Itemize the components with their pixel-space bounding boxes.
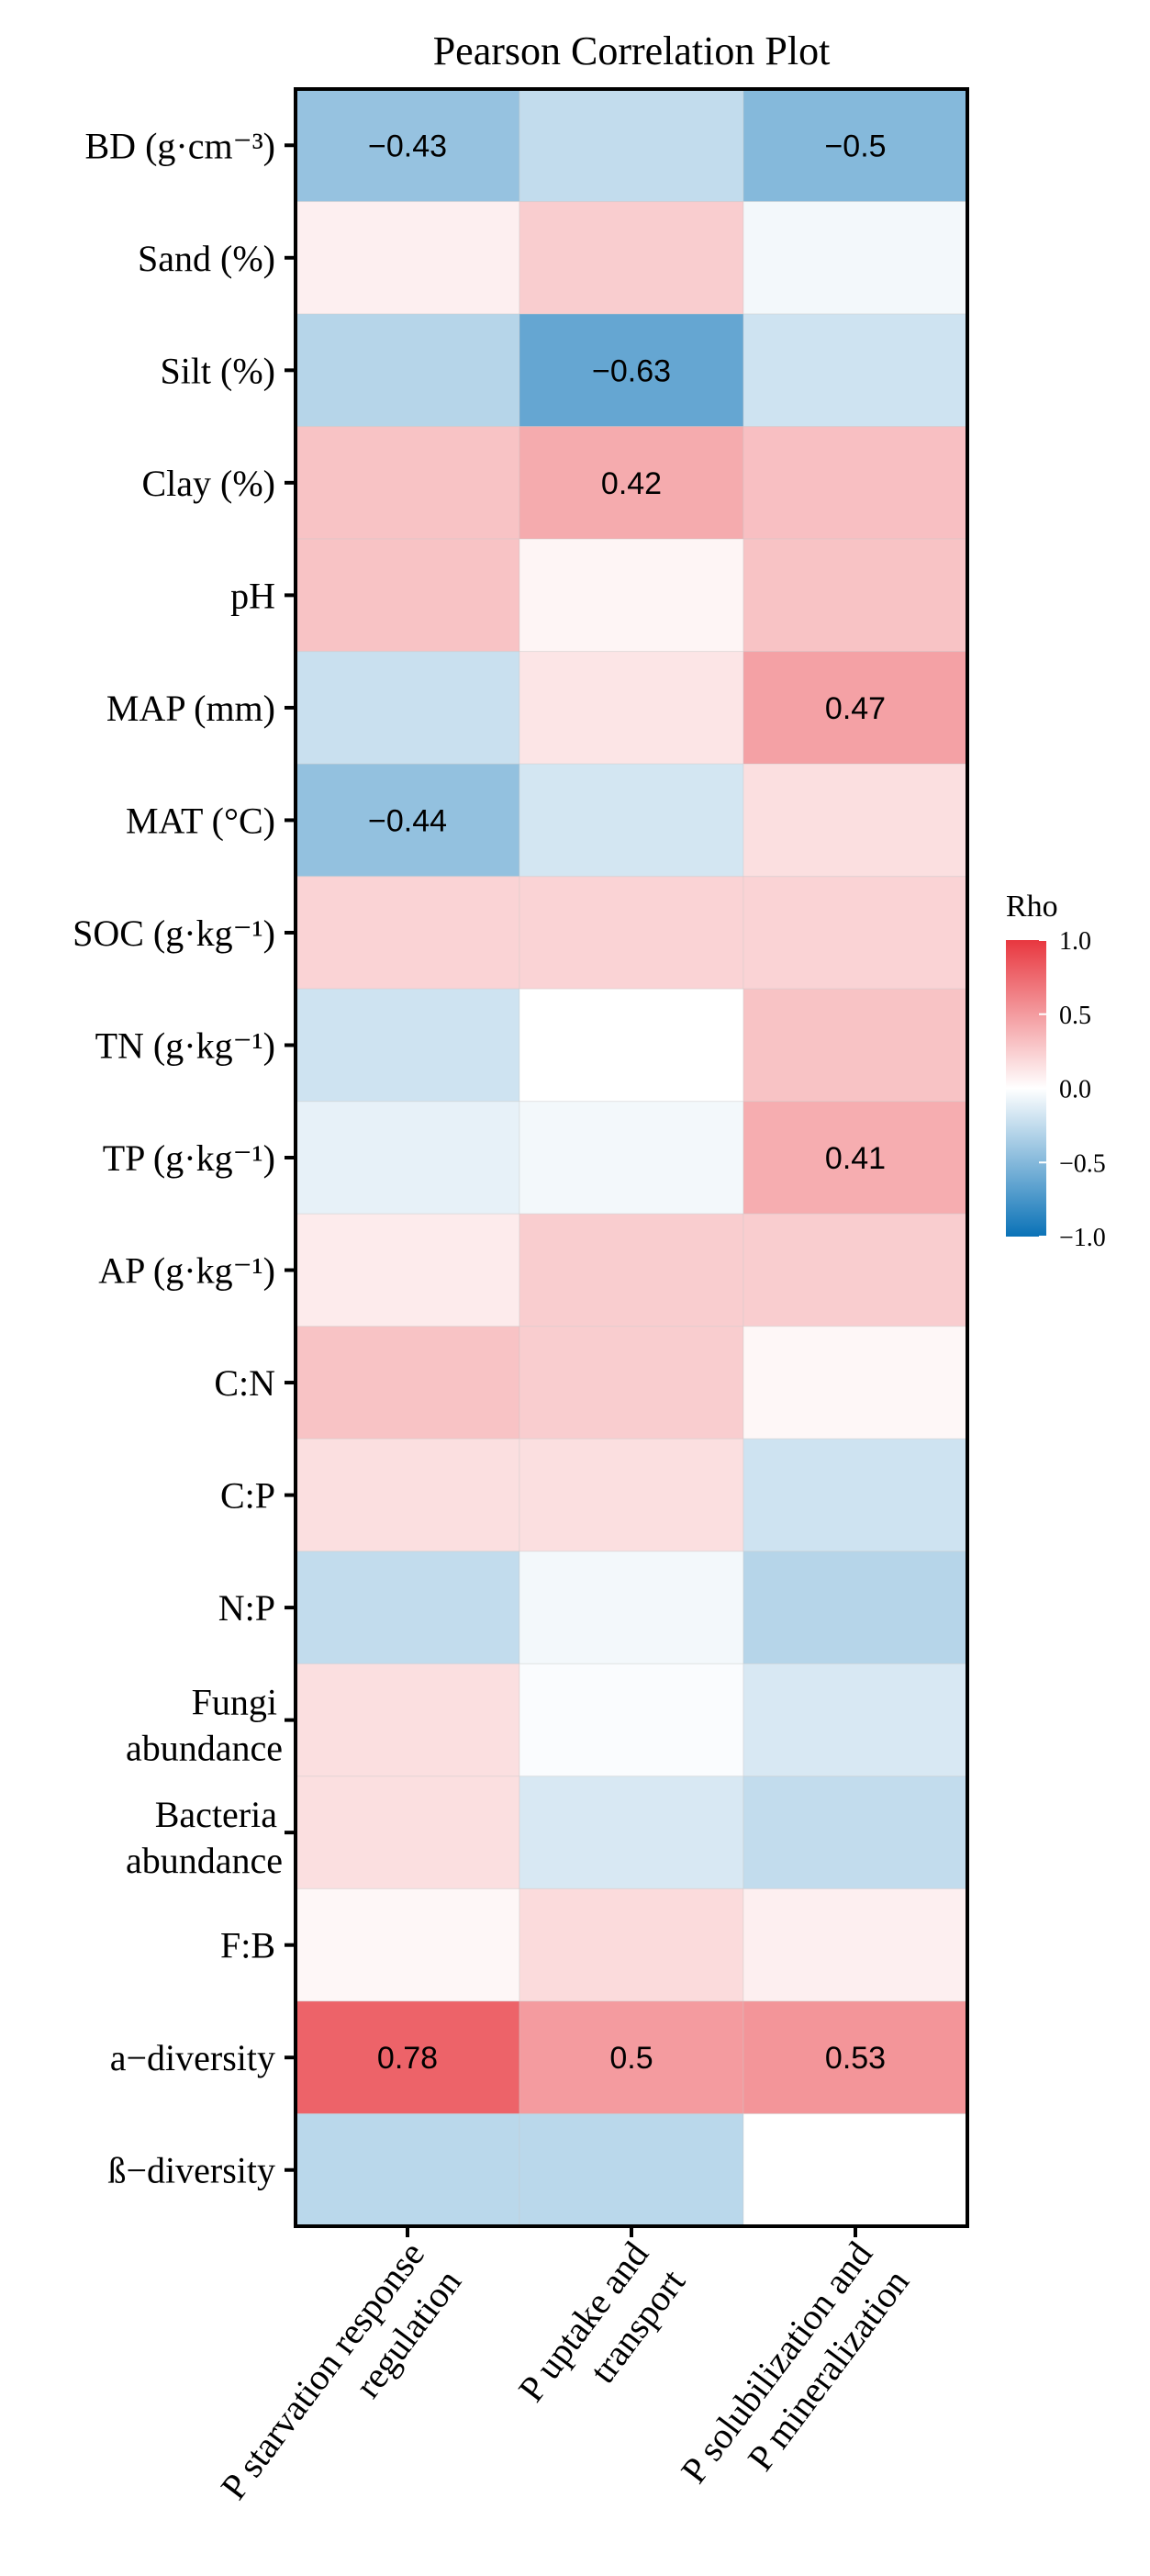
heatmap-cell (742, 426, 968, 540)
legend-tick-label: −0.5 (1059, 1149, 1106, 1178)
heatmap-cell (519, 538, 744, 653)
heatmap-cell (295, 1887, 520, 2002)
legend-tick-label: −1.0 (1059, 1224, 1106, 1252)
row-label: ß−diversity (107, 2150, 275, 2191)
heatmap-cell (295, 1326, 520, 1439)
column-label: P starvation responseregulation (213, 2234, 470, 2534)
cell-value-label: 0.42 (601, 466, 662, 501)
heatmap-cell (742, 1213, 968, 1327)
heatmap-cell (295, 876, 520, 990)
row-label: pH (230, 575, 275, 616)
row-labels: BD (g·cm⁻³) Sand (%) Silt (%) Clay (%) pH MAP… (73, 125, 296, 2191)
row-label: MAT (°C) (126, 800, 275, 841)
heatmap-cell (295, 88, 520, 203)
heatmap-cell (519, 1663, 744, 1777)
heatmap-cell (742, 538, 968, 653)
heatmap-cell (519, 1213, 744, 1327)
cell-value-label: −0.63 (592, 353, 671, 388)
heatmap-cell (519, 1551, 744, 1664)
cell-value-label: −0.43 (368, 129, 447, 163)
heatmap-cell (295, 1663, 520, 1777)
heatmap-cell (742, 1663, 968, 1777)
heatmap-cell (742, 2112, 968, 2227)
heatmap-cell (519, 1326, 744, 1439)
row-label: F:B (220, 1925, 275, 1966)
heatmap-cell (742, 1551, 968, 1664)
heatmap-cell (519, 1438, 744, 1552)
heatmap-cell (742, 1438, 968, 1552)
legend-tick-label: 0.0 (1059, 1076, 1091, 1104)
cell-value-label: 0.47 (825, 691, 886, 726)
heatmap-cell (295, 2112, 520, 2227)
row-label: MAP (mm) (106, 688, 275, 729)
heatmap-cell (295, 763, 520, 878)
row-label: Bacteria abundance (126, 1794, 283, 1881)
heatmap-cell (295, 988, 520, 1103)
heatmap-cell (519, 988, 744, 1103)
heatmap-cell (519, 88, 744, 203)
heatmap-cell (295, 313, 520, 428)
cell-value-label: −0.5 (824, 129, 886, 163)
cell-value-labels: −0.43 −0.5 −0.63 0.42 0.47 −0.44 0.41 0.78 0.5 0.… (368, 129, 887, 2076)
heatmap-cell (742, 763, 968, 878)
row-label: SOC (g·kg⁻¹) (73, 913, 275, 954)
row-label: C:P (220, 1475, 275, 1517)
cell-value-label: 0.5 (609, 2041, 653, 2076)
cell-value-label: −0.44 (368, 803, 447, 838)
row-label: C:N (214, 1362, 275, 1404)
cell-value-label: 0.41 (825, 1141, 886, 1176)
heatmap-cell (519, 1775, 744, 1889)
column-labels: P starvation responseregulation P uptake … (213, 2226, 917, 2534)
heatmap-cell (742, 876, 968, 990)
legend-title: Rho (1006, 890, 1058, 924)
heatmap-cell (295, 1438, 520, 1552)
heatmap-cell (295, 426, 520, 540)
heatmap-cell (295, 201, 520, 315)
heatmap-cells (295, 88, 968, 2227)
heatmap-cell (742, 2000, 968, 2114)
heatmap-cell (295, 1101, 520, 1215)
heatmap-cell (519, 2000, 744, 2114)
row-label: N:P (218, 1587, 275, 1629)
cell-value-label: 0.53 (825, 2041, 886, 2076)
row-label: BD (g·cm⁻³) (85, 125, 276, 166)
column-label: P solubilization andP mineralization (673, 2234, 917, 2518)
legend-tick-label: 1.0 (1059, 927, 1091, 956)
heatmap-cell (742, 1775, 968, 1889)
row-label: Silt (%) (160, 350, 275, 391)
heatmap-cell (295, 651, 520, 765)
chart-title: Pearson Correlation Plot (433, 28, 831, 73)
row-label: Clay (%) (141, 463, 275, 504)
heatmap-cell (295, 538, 520, 653)
heatmap-cell (295, 1775, 520, 1889)
heatmap-cell (519, 201, 744, 315)
heatmap-cell (519, 2112, 744, 2227)
heatmap-cell (295, 1213, 520, 1327)
heatmap-cell (742, 651, 968, 765)
plot-frame (294, 87, 969, 2228)
column-label: P uptake andtransport (510, 2234, 693, 2436)
row-label: Sand (%) (138, 238, 275, 279)
heatmap-cell (519, 763, 744, 878)
heatmap-cell (742, 1326, 968, 1439)
heatmap-cell (519, 876, 744, 990)
heatmap-cell (519, 1101, 744, 1215)
cell-value-label: 0.78 (377, 2041, 438, 2076)
heatmap-cell (519, 1887, 744, 2002)
row-label: TP (g·kg⁻¹) (103, 1137, 275, 1179)
row-label: AP (g·kg⁻¹) (98, 1250, 275, 1292)
row-label: Fungi abundance (126, 1682, 283, 1769)
heatmap-cell (742, 313, 968, 428)
legend-tick-label: 0.5 (1059, 1002, 1091, 1030)
heatmap-cell (519, 651, 744, 765)
heatmap-cell (742, 1887, 968, 2002)
row-label: TN (g·kg⁻¹) (95, 1025, 275, 1066)
row-label: a−diversity (110, 2037, 275, 2078)
heatmap-cell (295, 1551, 520, 1664)
heatmap-cell (519, 313, 744, 428)
heatmap-cell (742, 988, 968, 1103)
heatmap-cell (742, 201, 968, 315)
